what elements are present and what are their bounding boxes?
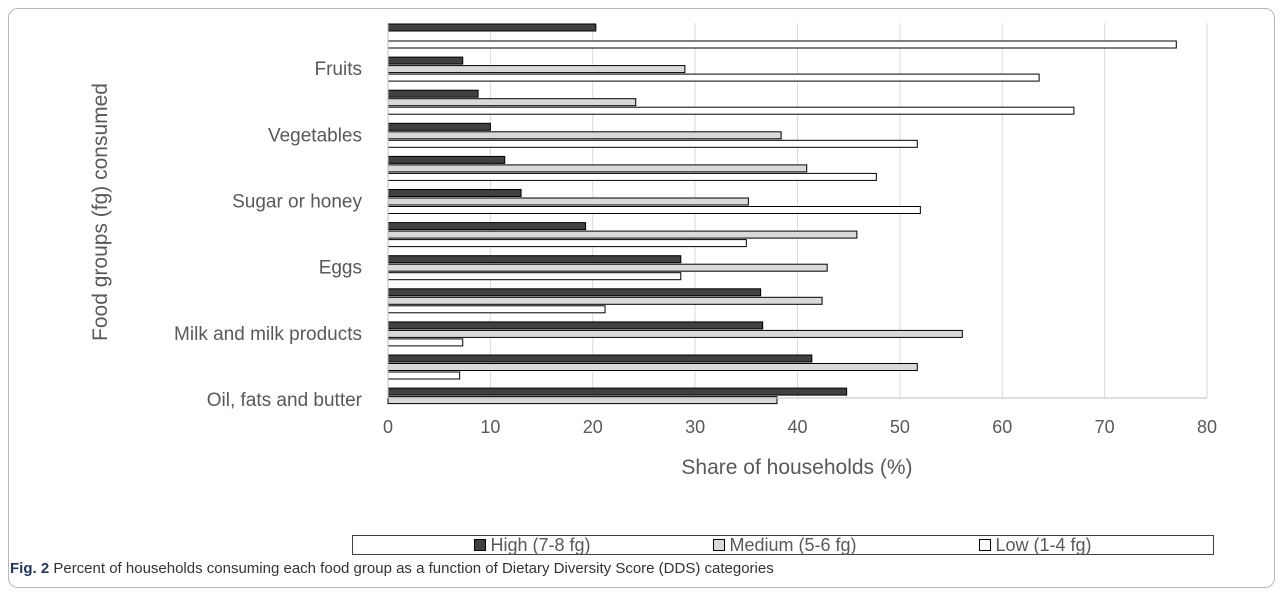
legend-swatch [713,539,726,551]
legend-label: Medium (5-6 fg) [729,534,857,555]
caption-label: Fig. 2 [10,560,50,577]
bar-low [387,305,606,314]
bar-low [387,371,461,380]
bar-chart: 0 10 20 30 40 50 60 70 80 Fruits Vegetables Sugar … [89,23,1217,479]
bar-medium [387,296,823,305]
x-tick-label: 40 [787,417,807,437]
y-axis-title: Food groups (fg) consumed [89,83,112,341]
figure-frame [8,8,1275,588]
bar-low [387,338,464,347]
bar-high [387,122,491,131]
category-label: Vegetables [268,125,362,146]
bar-low [387,239,747,248]
legend-item: Medium (5-6 fg) [713,534,857,556]
bar-low [387,172,877,181]
category-label: Milk and milk products [174,324,362,345]
x-tick-label: 60 [992,417,1012,437]
legend-swatch [979,539,992,551]
x-axis-title: Share of households (%) [681,456,912,479]
bar-high [387,89,479,98]
bar-low [387,73,1040,82]
bar-high [387,321,764,330]
legend-label: Low (1-4 fg) [995,534,1092,555]
bar-low [387,106,1075,115]
bar-medium [387,329,963,338]
bar-high [387,222,587,231]
bar-medium [387,131,782,140]
bar-medium [387,396,778,405]
x-tick-label: 50 [890,417,910,437]
x-tick-label: 80 [1197,417,1217,437]
bar-medium [387,197,749,206]
category-label: Eggs [319,258,362,279]
category-labels: Fruits Vegetables Sugar or honey Eggs Milk a… [174,59,363,411]
x-tick-label: 30 [685,417,705,437]
bar-low [387,206,921,214]
legend-swatch [474,539,487,551]
bar-low [387,272,682,281]
bar-high [387,23,597,32]
bar-medium [387,230,858,239]
category-label: Oil, fats and butter [207,390,363,411]
bar-high [387,189,522,197]
bar-medium [387,164,808,173]
category-label: Sugar or honey [232,192,362,213]
bar-high [387,288,762,297]
bars [387,23,1177,405]
category-label: Fruits [315,59,363,80]
x-tick-labels: 0 10 20 30 40 50 60 70 80 [383,417,1217,437]
bar-medium [387,65,686,74]
x-tick-label: 70 [1095,417,1115,437]
bar-high [387,255,682,264]
caption-text: Percent of households consuming each foo… [53,560,774,577]
legend-item: Low (1-4 fg) [979,534,1092,556]
figure-caption: Fig. 2 Percent of households consuming e… [10,560,774,577]
bar-low [387,139,918,148]
axes [387,23,1207,399]
bar-medium [387,363,918,371]
x-tick-label: 0 [383,417,393,437]
bar-high [387,56,464,65]
bar-low [387,40,1177,49]
x-tick-label: 10 [480,417,500,437]
bar-medium [387,98,637,107]
legend: High (7-8 fg) Medium (5-6 fg) Low (1-4 fg) [352,535,1214,555]
legend-item: High (7-8 fg) [474,534,591,556]
bar-medium [387,263,828,272]
bar-high [387,155,506,164]
bar-high [387,354,813,363]
legend-label: High (7-8 fg) [490,534,591,555]
bar-high [387,387,848,396]
x-tick-label: 20 [583,417,603,437]
